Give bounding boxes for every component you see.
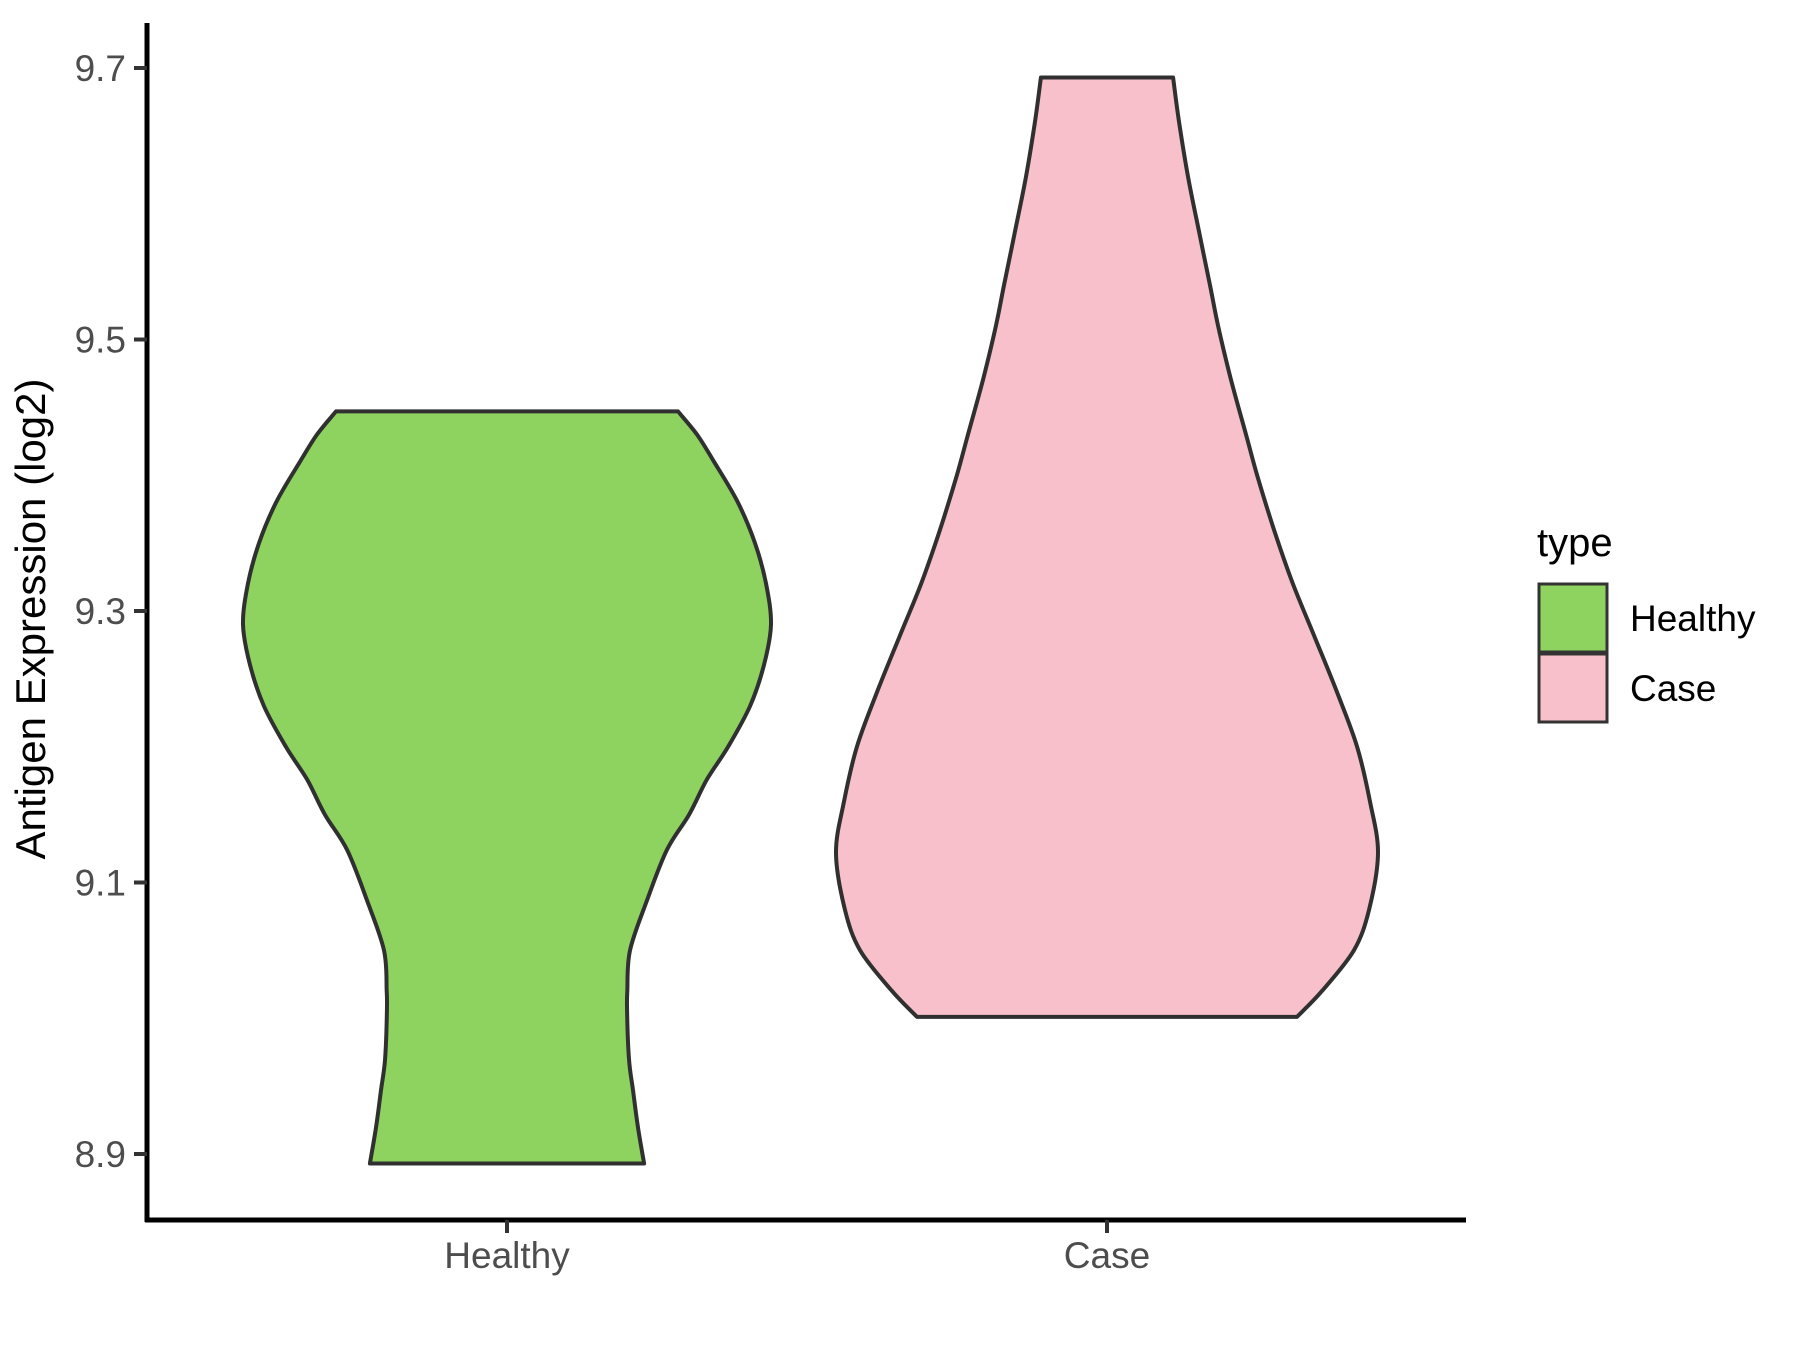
y-tick-label: 9.3 (75, 591, 126, 632)
violin-healthy (240, 409, 774, 1166)
label-layer: Antigen Expression (log2) 8.9 9.1 9.3 9.5 9.… (7, 48, 1150, 1276)
legend-title: type (1537, 521, 1613, 565)
legend-label-case: Case (1630, 668, 1716, 709)
legend-swatch-healthy (1537, 582, 1609, 654)
x-category-label: Case (1064, 1235, 1150, 1276)
y-tick-label: 9.5 (75, 320, 126, 361)
legend-label-healthy: Healthy (1630, 598, 1756, 639)
violin-layer (240, 75, 1381, 1166)
y-axis-title: Antigen Expression (log2) (7, 379, 54, 860)
legend: type Healthy Case (1537, 521, 1756, 724)
y-tick-label: 9.7 (75, 48, 126, 89)
violin-case (833, 75, 1381, 1019)
y-tick-label: 9.1 (75, 863, 126, 904)
x-category-label: Healthy (444, 1235, 570, 1276)
legend-swatch-case (1537, 652, 1609, 724)
y-tick-label: 8.9 (75, 1134, 126, 1175)
axes-layer (134, 23, 1466, 1233)
